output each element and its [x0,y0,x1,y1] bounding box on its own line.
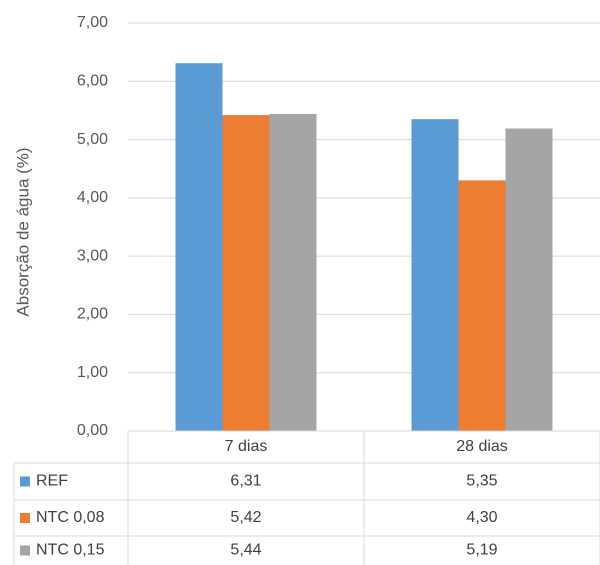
y-tick-label: 3,00 [77,247,108,264]
data-label: 5,44 [230,542,261,559]
y-tick-label: 6,00 [77,73,108,90]
y-tick-label: 0,00 [77,422,108,439]
bars [175,63,553,432]
bar-ntc-0-08-2 [458,180,506,431]
legend-label: NTC 0,15 [36,542,105,559]
y-tick-label: 2,00 [77,306,108,323]
y-axis-title: Absorção de água (%) [13,147,32,316]
y-tick-label: 4,00 [77,189,108,206]
data-label: 4,30 [466,509,497,526]
bar-ref-1 [175,63,223,432]
bar-ntc-0-15-1 [269,113,317,431]
x-tick-label: 7 dias [225,438,268,455]
bar-ref-2 [411,119,459,432]
data-label: 5,42 [230,509,261,526]
y-tick-label: 7,00 [77,14,108,31]
y-tick-label: 5,00 [77,131,108,148]
legend-label: NTC 0,08 [36,509,105,526]
data-table: 7 dias 28 dias REF 6,31 5,35 NTC 0,08 5,42 4,30… [13,430,600,565]
x-tick-label: 28 dias [456,438,508,455]
bar-ntc-0-15-2 [505,128,553,432]
data-label: 5,35 [466,473,497,490]
data-label: 5,19 [466,542,497,559]
y-tick-label: 1,00 [77,364,108,381]
legend-swatch [20,513,30,523]
bar-ntc-0-08-1 [222,115,270,431]
data-label: 6,31 [230,473,261,490]
legend-swatch [20,476,30,487]
legend-label: REF [36,473,68,490]
y-axis-ticks: 0,00 1,00 2,00 3,00 4,00 5,00 6,00 7,00 [77,14,108,439]
legend-swatch [20,545,30,556]
